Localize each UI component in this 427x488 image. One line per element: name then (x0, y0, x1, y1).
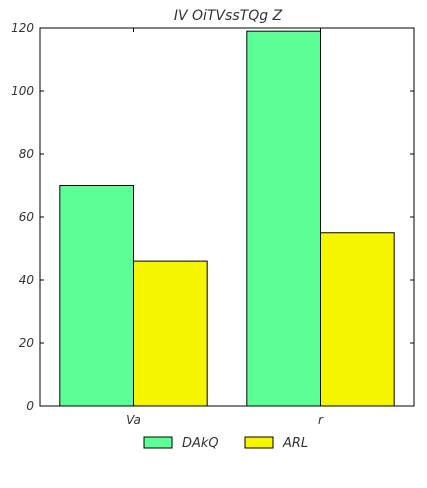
plot-area-frame (39, 27, 415, 407)
y-tick-label: 0 (26, 399, 34, 413)
x-tick-label: Va (126, 413, 141, 427)
legend-label-ARL: ARL (282, 436, 308, 451)
bars-layer (59, 30, 395, 407)
bar-DAkQ-r (246, 30, 322, 407)
y-tick-label: 20 (19, 336, 35, 350)
y-tick-label: 100 (11, 84, 34, 98)
chart-title: IV OiTVssTQg Z (174, 8, 283, 24)
y-tick-label: 120 (11, 21, 34, 35)
legend-label-DAkQ: DAkQ (182, 436, 219, 451)
x-tick-label: r (318, 413, 324, 427)
y-tick-label: 40 (19, 273, 35, 287)
legend-swatch-DAkQ (143, 436, 173, 449)
bar-ARL-Va (133, 260, 208, 407)
legend: DAkQ ARL (143, 436, 308, 451)
bar-ARL-r (320, 232, 395, 407)
y-tick-label: 80 (19, 147, 35, 161)
ticks-layer: Va r 0 20 40 60 80 100 120 (11, 21, 414, 427)
bar-DAkQ-Va (59, 185, 134, 407)
y-tick-label: 60 (19, 210, 35, 224)
legend-swatch-ARL (244, 436, 274, 449)
